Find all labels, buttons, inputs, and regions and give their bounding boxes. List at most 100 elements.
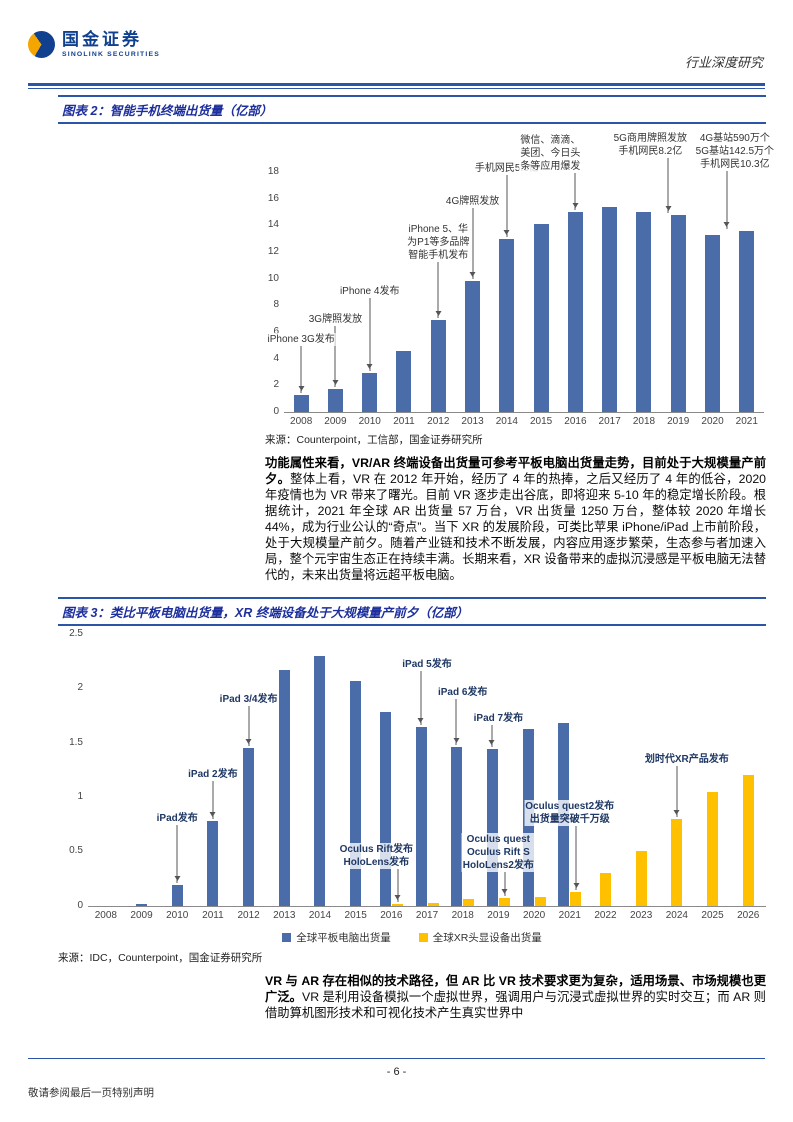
paragraph-2-lead: VR 与 AR 存在相似的技术路径，但 AR 比 VR 技术要求更为复杂，适用场… [265, 973, 766, 1004]
down-arrow-icon [723, 171, 730, 229]
category-cell [661, 214, 695, 412]
tablet-xr-shipments-chart: 0 0.5 1 1.5 2 2.5 iPad发布 iPad 2发布 iPad 3/4发布 iPad… [58, 628, 766, 945]
category-cell [659, 818, 695, 906]
bar [534, 897, 546, 906]
annotation: iPad 5发布 [401, 657, 453, 671]
category-cell [490, 238, 524, 412]
x-axis-label: 2026 [737, 909, 760, 921]
x-axis-label: 2010 [166, 909, 189, 921]
y-axis-tick: 16 [267, 192, 279, 204]
bar [465, 281, 481, 412]
x-axis-label: 2011 [202, 909, 224, 921]
legend-label: 全球XR头显设备出货量 [432, 931, 542, 944]
annotation: iPhone 4发布 [338, 285, 401, 298]
bar [207, 821, 219, 906]
bar [670, 214, 686, 412]
y-axis-tick: 0.5 [69, 845, 83, 857]
paragraph-1: 功能属性来看，VR/AR 终端设备出货量可参考平板电脑出货量走势，目前处于大规模… [265, 456, 766, 584]
x-axis-label: 2010 [358, 416, 381, 427]
x-axis-label: 2023 [630, 909, 653, 921]
category-cell [266, 669, 302, 906]
down-arrow-icon [469, 208, 476, 280]
footer-divider [28, 1058, 765, 1059]
chart2-heading-text: 图表 2：智能手机终端出货量（亿部） [62, 104, 273, 118]
annotation: 4G牌照发放 [444, 195, 501, 208]
paragraph-2-body: VR 是利用设备模拟一个虚拟世界，强调用户与沉浸式虚拟世界的实时交互；而 AR … [265, 989, 766, 1020]
x-axis-label: 2012 [237, 909, 260, 921]
bar [599, 873, 611, 906]
x-axis-label: 2012 [427, 416, 450, 427]
bar [567, 212, 583, 412]
bar [602, 206, 618, 412]
page-number: - 6 - [386, 1066, 407, 1078]
chart-body: 0 0.5 1 1.5 2 2.5 iPad发布 iPad 2发布 iPad 3/4发布 iPad… [58, 628, 766, 911]
x-axis-label: 2016 [380, 909, 403, 921]
bar [533, 224, 549, 412]
annotation: 4G基站590万个 5G基站142.5万个 手机网民10.3亿 [694, 132, 776, 171]
bar [636, 212, 652, 412]
y-axis-tick: 0 [273, 406, 279, 417]
footer-disclaimer: 敬请参阅最后一页特别声明 [28, 1087, 154, 1099]
down-arrow-icon [394, 868, 401, 902]
bar [243, 748, 255, 906]
down-arrow-icon [332, 326, 339, 388]
x-axis: 2008 2009 2010 2011 2012 2013 2014 2015 2016 2017… [284, 416, 764, 427]
paragraph-1-body: 整体上看，VR 在 2012 年开始，经历了 4 年的热捧，之后又经历了 4 年… [265, 471, 766, 582]
y-axis-tick: 18 [267, 166, 279, 177]
y-axis-tick: 14 [267, 219, 279, 231]
bar [742, 775, 754, 906]
x-axis-label: 2008 [94, 909, 117, 921]
x-axis-label: 2014 [495, 416, 518, 427]
annotation: iPhone 3G发布 [266, 333, 336, 346]
annotation: iPad 2发布 [187, 767, 239, 781]
bar [671, 818, 683, 906]
bar [314, 655, 326, 906]
x-axis: 2008 2009 2010 2011 2012 2013 2014 2015 2016 2017… [88, 910, 766, 921]
bar [171, 885, 183, 906]
bar [498, 898, 510, 906]
category-cell [302, 655, 338, 906]
bar [415, 727, 427, 906]
category-cell [558, 212, 592, 412]
chart-legend: 全球平板电脑出货量 全球XR头显设备出货量 [58, 930, 766, 945]
y-axis-tick: 4 [273, 352, 279, 364]
down-arrow-icon [417, 670, 424, 726]
y-axis-tick: 2.5 [69, 627, 83, 639]
category-cell [124, 903, 160, 906]
y-axis-tick: 8 [273, 299, 279, 311]
annotation: 5G商用牌照发放 手机网民8.2亿 [612, 132, 688, 158]
down-arrow-icon [245, 705, 252, 747]
y-axis: 0 2 4 6 8 10 12 14 16 18 [258, 132, 284, 417]
chart3-titlebar: 图表 3：类比平板电脑出货量，XR 终端设备处于大规模量产前夕（亿部） [58, 596, 766, 626]
x-axis-label: 2020 [701, 416, 724, 427]
x-axis-label: 2021 [735, 416, 758, 427]
annotation: Oculus Rift发布 HoloLens发布 [338, 842, 414, 869]
category-cell [284, 394, 318, 412]
legend-item: 全球平板电脑出货量 [282, 930, 391, 945]
bar [451, 747, 463, 906]
plot-area: iPhone 3G发布 3G牌照发放 iPhone 4发布 iPhone 5、华 为P1… [266, 132, 776, 413]
y-axis-tick: 0 [77, 899, 83, 911]
category-cell [159, 885, 195, 906]
down-arrow-icon [435, 262, 442, 318]
x-axis-label: 2019 [487, 909, 510, 921]
paragraph-1-lead: 功能属性来看，VR/AR 终端设备出货量可参考平板电脑出货量走势，目前处于大规模… [265, 456, 766, 486]
category-cell [730, 230, 764, 412]
brand: 国金证券 SINOLINK SECURITIES [28, 30, 160, 58]
x-axis-label: 2017 [415, 909, 439, 921]
annotation: iPad 3/4发布 [218, 692, 279, 706]
down-arrow-icon [298, 346, 305, 393]
annotation: Oculus quest2发布 出货量突破千万级 [524, 799, 616, 826]
plot-area: iPad发布 iPad 2发布 iPad 3/4发布 iPad 5发布 iPad 6发布… [88, 634, 766, 907]
category-cell [231, 748, 267, 906]
bar [486, 749, 498, 906]
bar [278, 669, 290, 906]
x-axis-label: 2008 [290, 416, 313, 427]
annotation: 3G牌照发放 [307, 313, 364, 326]
annotation: Oculus quest Oculus Rift S HoloLens2发布 [461, 832, 535, 872]
content-column: 图表 2：智能手机终端出货量（亿部） 0 2 4 6 8 10 12 14 16 18 iPhone… [58, 95, 776, 1035]
down-arrow-icon [665, 158, 672, 213]
y-axis-tick: 2 [273, 379, 279, 391]
brand-text: 国金证券 SINOLINK SECURITIES [62, 30, 160, 58]
category-cell [374, 712, 410, 906]
